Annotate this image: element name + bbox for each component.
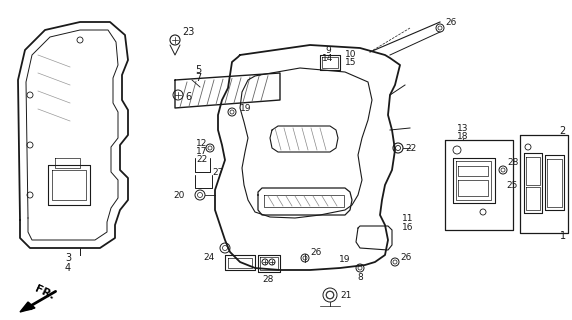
Text: 15: 15 [345, 58, 356, 67]
Text: FR.: FR. [34, 284, 57, 302]
Text: 13: 13 [457, 124, 468, 132]
Text: 25: 25 [507, 180, 518, 189]
Text: 24: 24 [204, 253, 215, 262]
Polygon shape [20, 302, 35, 312]
Text: 26: 26 [445, 18, 456, 27]
Text: 9: 9 [325, 45, 331, 54]
Text: 17: 17 [196, 147, 208, 156]
Text: 22: 22 [196, 155, 207, 164]
Text: 28: 28 [507, 157, 518, 166]
Text: 7: 7 [195, 73, 201, 83]
Text: 26: 26 [310, 247, 321, 257]
Text: 2: 2 [560, 126, 566, 136]
Text: 1: 1 [560, 231, 566, 241]
Text: 26: 26 [400, 253, 411, 262]
Text: 20: 20 [174, 190, 185, 199]
Text: 28: 28 [263, 276, 273, 284]
Text: 19: 19 [339, 255, 350, 265]
Text: 6: 6 [185, 92, 191, 102]
Text: 23: 23 [182, 27, 194, 37]
Text: 18: 18 [457, 132, 468, 140]
Text: 3: 3 [65, 253, 71, 263]
Text: 14: 14 [322, 53, 333, 62]
Text: 8: 8 [357, 274, 363, 283]
Text: 4: 4 [65, 263, 71, 273]
Text: 12: 12 [196, 139, 208, 148]
Text: 5: 5 [195, 65, 201, 75]
Text: 19: 19 [240, 103, 252, 113]
Text: 21: 21 [340, 291, 351, 300]
Text: 16: 16 [402, 222, 414, 231]
Text: 27: 27 [212, 167, 224, 177]
Text: 11: 11 [402, 213, 414, 222]
Text: 10: 10 [345, 50, 356, 59]
Text: 22: 22 [405, 143, 416, 153]
